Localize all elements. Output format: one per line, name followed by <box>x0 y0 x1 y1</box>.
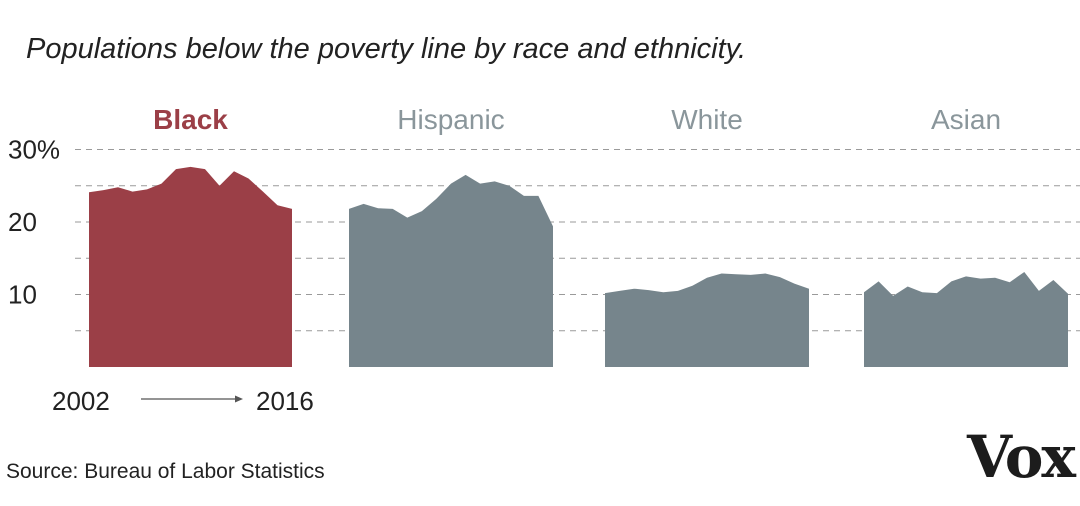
area-panels <box>89 166 1068 367</box>
y-tick-label-20: 20 <box>8 207 37 237</box>
chart-title: Populations below the poverty line by ra… <box>26 33 746 65</box>
series-label-white: White <box>671 104 743 135</box>
area-asian <box>864 272 1068 367</box>
series-label-hispanic: Hispanic <box>397 104 504 135</box>
x-range-indicator: 2002 2016 <box>52 386 314 416</box>
area-black <box>89 166 292 367</box>
y-tick-label-30: 30% <box>8 135 60 165</box>
x-range-arrow-head <box>235 395 243 403</box>
series-label-asian: Asian <box>931 104 1001 135</box>
y-tick-label-10: 10 <box>8 280 37 310</box>
series-labels: Black Hispanic White Asian <box>153 104 1001 135</box>
vox-logo: Vox <box>966 423 1076 491</box>
source-note: Source: Bureau of Labor Statistics <box>6 460 325 483</box>
area-hispanic <box>349 174 553 367</box>
x-start-label: 2002 <box>52 386 110 416</box>
area-white <box>605 273 809 367</box>
y-axis: 10 20 30% <box>8 135 60 310</box>
x-end-label: 2016 <box>256 386 314 416</box>
series-label-black: Black <box>153 104 228 135</box>
